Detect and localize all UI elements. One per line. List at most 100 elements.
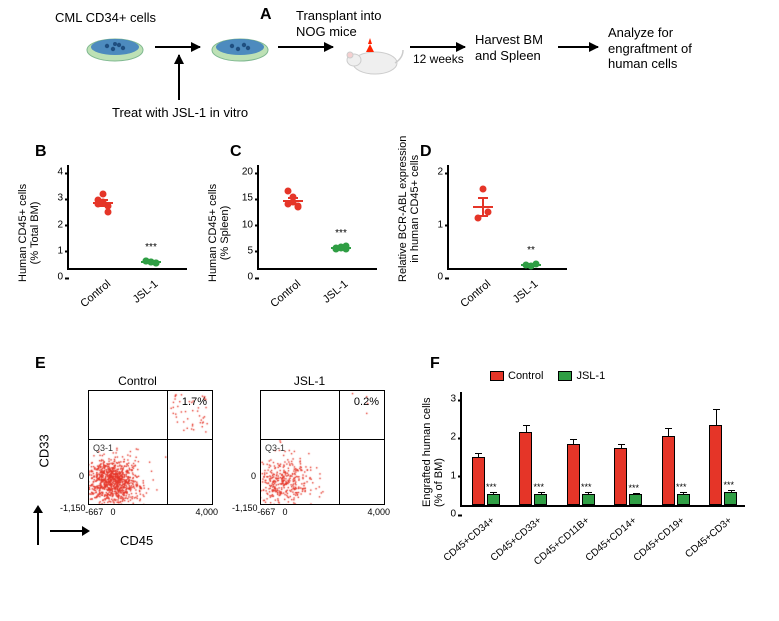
data-point	[480, 185, 487, 192]
y-tick: 1	[438, 470, 456, 481]
facs-title: Control	[60, 374, 215, 388]
y-tick: 0	[425, 272, 443, 283]
y-tick: 1	[425, 219, 443, 230]
x-category: JSL-1	[511, 278, 541, 306]
error-bar	[573, 439, 574, 444]
legend: ControlJSL-1	[490, 370, 605, 382]
error-bar	[588, 492, 589, 494]
facs-title: JSL-1	[232, 374, 387, 388]
bar	[677, 494, 690, 506]
cd33-arrow	[32, 505, 44, 545]
bar	[472, 457, 485, 505]
bar	[614, 448, 627, 506]
facs-ytick: 0	[232, 471, 256, 481]
error-bar	[636, 493, 637, 495]
y-tick: 0	[438, 509, 456, 520]
y-tick: 5	[235, 245, 253, 256]
significance-marker: **	[527, 245, 535, 256]
significance-marker: ***	[676, 482, 687, 492]
panel-e-jsl1: JSL-10.2%Q3-1-1,1500-66704,000	[232, 390, 387, 525]
y-axis-label: Engrafted human cells (% of BM)	[421, 398, 445, 507]
legend-control: Control	[508, 370, 543, 382]
mouse-icon	[340, 38, 405, 78]
error-stem	[340, 247, 342, 249]
error-stem	[530, 264, 532, 266]
panel-a-workflow: CML CD34+ cells Treat with JSL-1 in vitr…	[40, 10, 740, 130]
x-category: JSL-1	[321, 278, 351, 306]
data-point	[105, 209, 112, 216]
error-stem	[482, 198, 484, 217]
error-stem	[150, 261, 152, 263]
bar	[534, 494, 547, 506]
x-category: Control	[78, 278, 113, 310]
cml-cells-label: CML CD34+ cells	[55, 10, 156, 26]
y-tick: 3	[438, 394, 456, 405]
y-tick: 20	[235, 167, 253, 178]
x-category: CD45+CD19+	[632, 515, 687, 564]
arrow-3	[410, 46, 465, 48]
y-axis-label: Human CD45+ cells (% Spleen)	[207, 184, 231, 282]
y-axis-label: Human CD45+ cells (% Total BM)	[17, 184, 41, 282]
x-category: Control	[458, 278, 493, 310]
panel-e-control: Control1.7%Q3-1-1,1500-66704,000	[60, 390, 215, 525]
significance-marker: ***	[145, 242, 157, 253]
significance-marker: ***	[533, 482, 544, 492]
facs-xtick: -667	[257, 507, 275, 517]
facs-xtick: 0	[282, 507, 287, 517]
quadrant-label: Q3-1	[93, 443, 113, 453]
error-stem	[102, 200, 104, 206]
dish-1	[85, 32, 145, 62]
quadrant-line-h	[89, 439, 212, 440]
facs-xtick: 0	[110, 507, 115, 517]
facs-xtick: -667	[85, 507, 103, 517]
transplant-label: Transplant into NOG mice	[296, 8, 382, 39]
error-bar	[731, 490, 732, 492]
arrow-2	[278, 46, 333, 48]
x-category: JSL-1	[131, 278, 161, 306]
significance-marker: ***	[581, 482, 592, 492]
error-bar	[621, 444, 622, 448]
quadrant-line-v	[339, 391, 340, 504]
bar	[567, 444, 580, 505]
bar	[662, 436, 675, 505]
error-bar	[478, 453, 479, 457]
y-tick: 2	[438, 432, 456, 443]
y-tick: 0	[45, 272, 63, 283]
quadrant-label: Q3-1	[265, 443, 285, 453]
treat-label: Treat with JSL-1 in vitro	[112, 105, 248, 121]
analyze-label: Analyze for engraftment of human cells	[608, 25, 692, 72]
y-tick: 1	[45, 245, 63, 256]
arrow-treat	[178, 55, 180, 100]
y-tick: 10	[235, 219, 253, 230]
data-point	[100, 190, 107, 197]
error-bar	[716, 409, 717, 424]
facs-ytick: 0	[60, 471, 84, 481]
cd45-axis: CD45	[120, 533, 153, 548]
facs-ytick: -1,150	[232, 503, 256, 513]
quadrant-line-v	[167, 391, 168, 504]
error-bar	[526, 425, 527, 433]
error-bar	[493, 492, 494, 494]
x-category: CD45+CD34+	[442, 515, 497, 564]
significance-marker: ***	[486, 482, 497, 492]
arrow-4	[558, 46, 598, 48]
facs-xtick: 4,000	[367, 507, 390, 517]
facs-ytick: -1,150	[60, 503, 84, 513]
y-tick: 2	[425, 167, 443, 178]
error-bar	[541, 492, 542, 494]
panel-e-label: E	[35, 355, 46, 373]
y-tick: 2	[45, 219, 63, 230]
x-category: Control	[268, 278, 303, 310]
x-category: CD45+CD14+	[584, 515, 639, 564]
significance-marker: ***	[723, 480, 734, 490]
facs-xtick: 4,000	[195, 507, 218, 517]
bar	[519, 432, 532, 505]
error-bar	[668, 428, 669, 436]
error-bar	[683, 492, 684, 494]
error-stem	[292, 198, 294, 204]
bar	[629, 494, 642, 505]
facs-percentage: 1.7%	[182, 396, 207, 408]
y-axis-label: Relative BCR-ABL expression in human CD4…	[397, 136, 421, 282]
weeks-label: 12 weeks	[413, 52, 464, 66]
panel-f-plot: ControlJSL-1 Engrafted human cells (% of …	[415, 370, 755, 565]
